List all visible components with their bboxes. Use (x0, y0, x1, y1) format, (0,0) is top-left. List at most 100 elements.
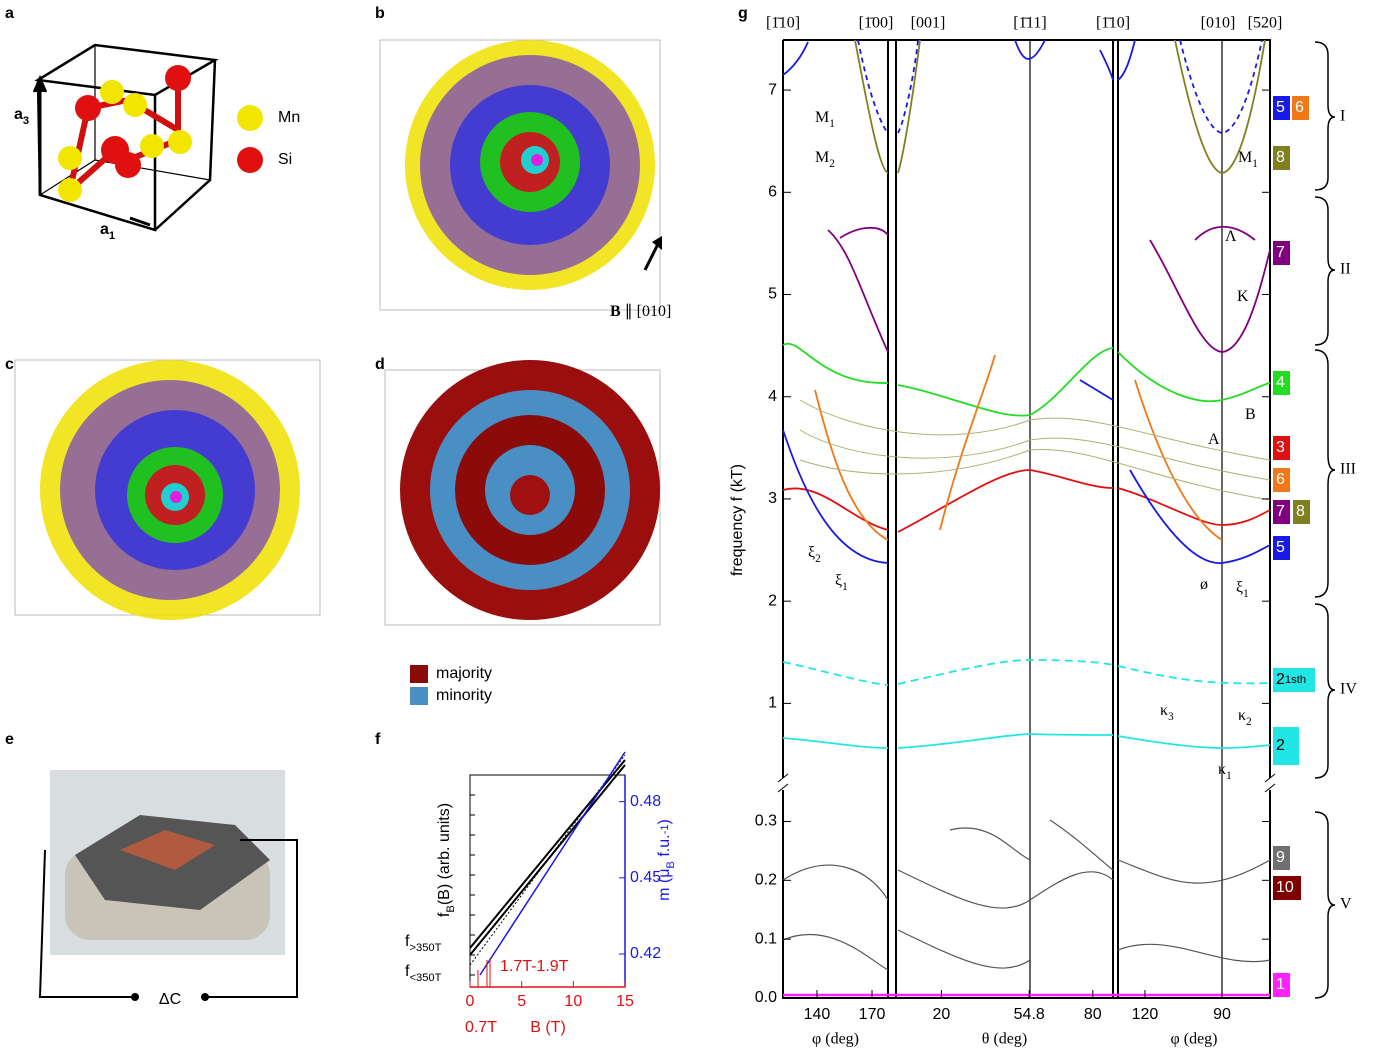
y2-tick-label: 0.42 (630, 945, 661, 962)
annotation-part: κ (1238, 707, 1246, 724)
annotation-part: 1 (829, 118, 835, 130)
annotation: ξ1 (1236, 579, 1249, 600)
axis-label-part: a (14, 106, 23, 123)
group-label: III (1340, 461, 1356, 478)
annotation: M1 (1238, 149, 1258, 170)
legend-label: Mn (278, 109, 300, 126)
annotation: f<350T (405, 963, 442, 984)
panel-label: c (5, 356, 14, 373)
band-label: 2 (1276, 737, 1285, 754)
annotation: M1 (815, 109, 835, 130)
x-tick-label: 15 (616, 993, 634, 1010)
y-tick-label: 0.1 (755, 930, 777, 947)
band-label: 7 (1276, 503, 1285, 520)
y2-axis-title-part: ) (656, 819, 673, 824)
y-tick-label: 0.2 (755, 872, 777, 889)
y-tick-label: 0.3 (755, 813, 777, 830)
annotation: K (1237, 288, 1249, 305)
y2-axis-title: m (μB f.u.-1) (656, 819, 677, 901)
band-label: 1 (1276, 976, 1285, 993)
group-label: I (1340, 108, 1345, 125)
band-label: 21sth (1276, 671, 1306, 688)
x-tick-label: 120 (1132, 1006, 1159, 1023)
direction-label: [1̄10] (766, 15, 800, 32)
annotation: ø (1200, 576, 1208, 593)
annotation-part: 2 (1246, 716, 1252, 728)
annotation-part: ξ (835, 572, 842, 589)
annotation: ξ2 (808, 544, 821, 565)
x-tick-label: 170 (859, 1006, 886, 1023)
group-label: II (1340, 261, 1351, 278)
x-tick-label: 90 (1213, 1006, 1231, 1023)
annotation-part: 0.7T (465, 1019, 497, 1036)
group-label: IV (1340, 681, 1357, 698)
annotation-part: κ (1160, 702, 1168, 719)
annotation: ξ1 (835, 572, 848, 593)
band-label: 5 (1276, 539, 1285, 556)
x-tick-label: 0 (466, 993, 475, 1010)
figure: abcdefga3a1MnSiB ∥ [010]majorityminority… (0, 0, 1375, 1056)
legend-label: majority (436, 665, 492, 682)
x-axis-title: φ (deg) (812, 1031, 859, 1048)
band-label-part: 2 (1276, 671, 1285, 688)
panel-label: b (375, 5, 385, 22)
fermi-surface-render (15, 360, 320, 620)
annotation-part: ξ (1236, 579, 1243, 596)
band-label: 10 (1276, 879, 1294, 896)
annotation-part: ξ (808, 544, 815, 561)
annotation-part: 1 (1226, 770, 1232, 782)
annotation-part: 3 (1168, 711, 1174, 723)
annotation-part: <350T (409, 972, 441, 984)
annotation: κ2 (1238, 707, 1252, 728)
fermi-surface-render (385, 360, 660, 625)
field-label-part: ∥ [010] (621, 303, 672, 320)
panel-label: a (5, 5, 14, 22)
y-axis-title-part: B (445, 905, 457, 912)
annotation: B (1245, 406, 1256, 423)
field-label: B ∥ [010] (610, 303, 671, 320)
y2-axis-title-part: B (665, 861, 677, 868)
legend-swatch (237, 105, 263, 131)
band-label-part: 1sth (1285, 674, 1306, 686)
annotation-part: 2 (815, 553, 821, 565)
panel-label: e (5, 731, 14, 748)
legend-swatch (410, 687, 428, 705)
field-label-part: B (610, 303, 621, 320)
group-label: V (1340, 896, 1352, 913)
y-tick-label: 5 (768, 286, 777, 303)
curve (783, 40, 1270, 995)
band-label: 5 (1276, 99, 1285, 116)
y-tick-label: 3 (768, 490, 777, 507)
x-tick-label: 54.8 (1014, 1006, 1045, 1023)
y2-axis-title-part: -1 (659, 824, 671, 834)
y-tick-label: 0.0 (755, 989, 777, 1006)
annotation: Λ (1225, 228, 1237, 245)
annotation-part: M (815, 109, 829, 126)
y-axis-title: frequency f (kT) (729, 464, 746, 576)
annotation-part: 1 (1252, 158, 1258, 170)
signal-label: ΔC (159, 991, 181, 1008)
y2-axis-title-part: m (μ (656, 869, 673, 901)
y-tick-label: 6 (768, 184, 777, 201)
direction-label: [520] (1248, 15, 1283, 32)
annotation-part: ø (1200, 576, 1208, 593)
annotation: 1.7T-1.9T (500, 958, 569, 975)
y-tick-label: 4 (768, 388, 777, 405)
curve (470, 752, 625, 987)
fermi-surface-render (380, 40, 662, 310)
x-axis-title: φ (deg) (1171, 1031, 1218, 1048)
annotation-part: K (1237, 288, 1249, 305)
y-tick-label: 1 (768, 695, 777, 712)
band-label: 6 (1276, 471, 1285, 488)
annotation-part: Λ (1225, 228, 1237, 245)
y-tick-label: 7 (768, 81, 777, 98)
legend-label: minority (436, 687, 492, 704)
y-axis-title-part: (B) (arb. units) (436, 803, 453, 905)
direction-label: [001] (911, 15, 946, 32)
x-tick-label: 10 (564, 993, 582, 1010)
annotation-part: 2 (829, 158, 835, 170)
axis-label: a1 (100, 221, 115, 242)
y-tick-label: 2 (768, 592, 777, 609)
legend-swatch (237, 147, 263, 173)
x-axis-title: θ (deg) (982, 1031, 1027, 1048)
